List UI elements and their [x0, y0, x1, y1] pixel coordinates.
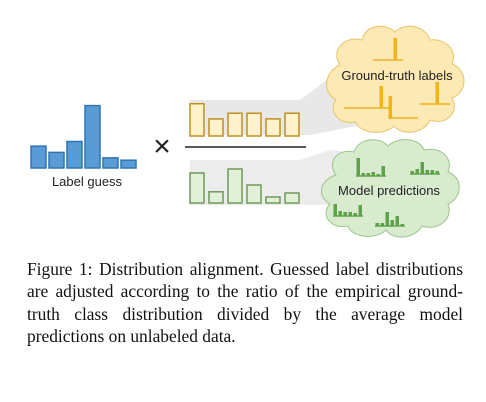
- mp-mini-3-bar-1: [333, 204, 337, 216]
- denominator-bar-6: [284, 192, 300, 204]
- mp-mini-3-bar-3: [343, 212, 347, 216]
- mp-mini-1-bar-6: [381, 166, 385, 176]
- model-prediction-mini-histograms: [333, 158, 440, 227]
- mp-mini-2-bar-1: [410, 171, 414, 174]
- mp-mini-3-bar-2: [338, 211, 342, 216]
- numerator-histogram: [189, 102, 300, 137]
- multiply-symbol: ×: [153, 130, 171, 163]
- mp-mini-4-bar-2: [380, 223, 384, 226]
- label-guess-bar-2: [48, 151, 65, 169]
- mp-mini-4-bar-4: [390, 220, 394, 226]
- label-guess-bar-5: [102, 157, 119, 169]
- denominator-bar-4: [246, 184, 262, 204]
- mp-mini-2-bar-5: [430, 170, 434, 174]
- mp-mini-2-bar-4: [425, 170, 429, 174]
- mp-mini-2-bar-6: [435, 171, 439, 174]
- numerator-bar-5: [265, 118, 281, 137]
- mp-mini-4-bar-5: [395, 216, 399, 226]
- ground-truth-mini-histograms: [344, 38, 450, 119]
- distribution-alignment-figure: Ground-truth labels Model predictions La…: [30, 25, 465, 238]
- mp-mini-1-bar-1: [356, 158, 360, 176]
- label-guess-bar-4: [84, 104, 101, 169]
- label-guess-bar-6: [120, 159, 137, 169]
- numerator-bar-3: [227, 112, 243, 137]
- mp-mini-1-bar-4: [371, 172, 375, 176]
- gt-mini-4-bar-4: [435, 82, 439, 104]
- denominator-bar-3: [227, 168, 243, 204]
- figure-canvas: Ground-truth labels Model predictions La…: [30, 25, 465, 238]
- gt-mini-3-bar-1: [388, 96, 392, 118]
- label-guess-bar-1: [30, 145, 47, 169]
- mp-mini-3-bar-4: [348, 212, 352, 216]
- mp-mini-3-bar-6: [358, 205, 362, 216]
- ground-truth-labels-label: Ground-truth labels: [341, 68, 453, 83]
- denominator-bar-2: [208, 191, 224, 204]
- label-guess-histogram: [30, 104, 137, 169]
- label-guess-bar-3: [66, 140, 83, 169]
- gt-mini-1-bar-5: [393, 38, 397, 60]
- mp-mini-1-bar-2: [361, 173, 365, 176]
- numerator-bar-1: [189, 102, 205, 137]
- gt-mini-2-bar-8: [379, 86, 383, 108]
- mp-mini-1-bar-3: [366, 173, 370, 176]
- mp-mini-4-bar-1: [375, 223, 379, 226]
- numerator-bar-2: [208, 118, 224, 137]
- numerator-bar-6: [284, 112, 300, 137]
- denominator-histogram: [189, 168, 300, 204]
- model-predictions-label: Model predictions: [338, 183, 440, 198]
- label-guess-caption: Label guess: [52, 174, 123, 189]
- model-predictions-cloud: [321, 139, 460, 238]
- figure-caption: Figure 1: Distribution alignment. Guesse…: [27, 259, 463, 347]
- mp-mini-4-bar-6: [400, 224, 404, 226]
- mp-mini-2-bar-3: [420, 162, 424, 174]
- denominator-bar-1: [189, 172, 205, 204]
- ground-truth-cloud: [326, 25, 465, 133]
- mp-mini-2-bar-2: [415, 169, 419, 174]
- mp-mini-3-bar-5: [353, 213, 357, 216]
- numerator-bar-4: [246, 112, 262, 137]
- denominator-bar-5: [265, 196, 281, 204]
- mp-mini-4-bar-3: [385, 212, 389, 226]
- mp-mini-1-bar-5: [376, 174, 380, 176]
